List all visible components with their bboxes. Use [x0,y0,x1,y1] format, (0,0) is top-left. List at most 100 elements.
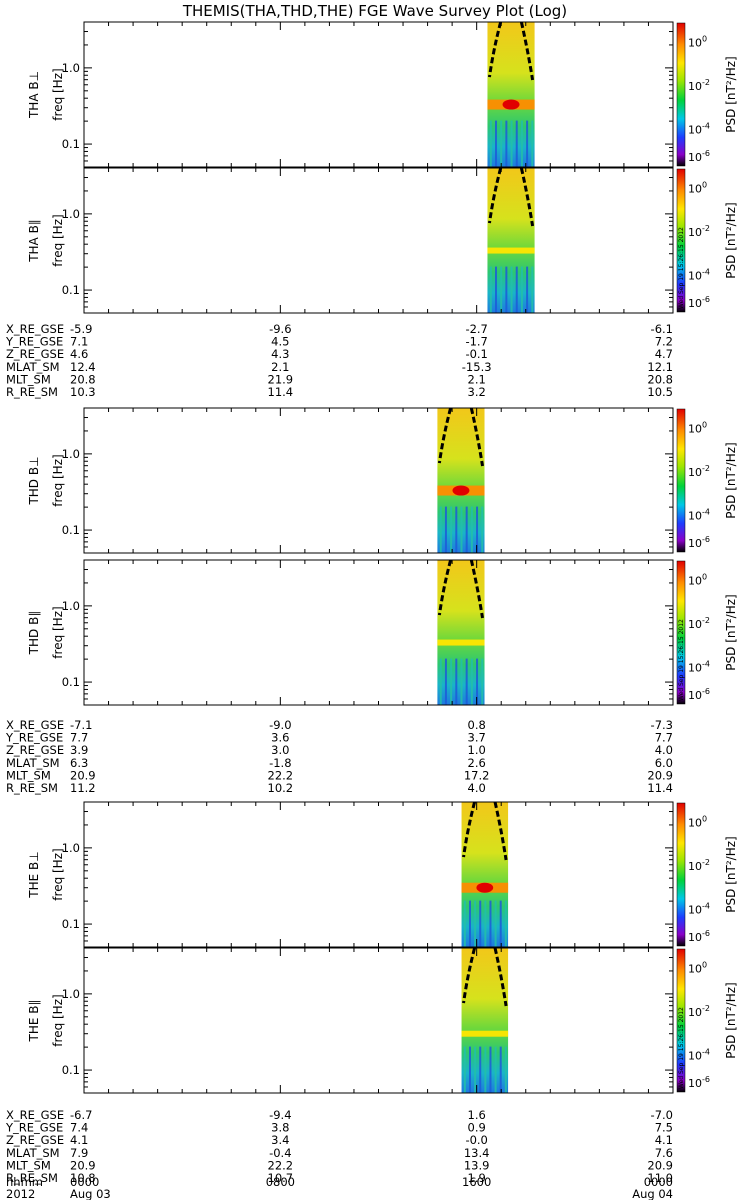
spectrogram-streak [479,1046,482,1093]
ephemeris-value: -0.1 [465,347,487,361]
colorbar-tick-exponent: 0 [702,960,707,969]
colorbar-tick-exponent: 0 [702,572,707,581]
colorbar-tick-exponent: -4 [702,659,710,668]
ephemeris-value: 22.2 [268,1158,294,1172]
colorbar-tick-base: 10 [688,80,702,93]
ephemeris-value: 4.7 [655,347,673,361]
spectrogram-streak [505,120,508,167]
colorbar-tick-label: 100 [688,180,707,195]
panel-frame [83,407,674,554]
ephemeris-value: 3.7 [468,731,486,745]
colorbar-label: PSD [nT²/Hz] [724,594,738,670]
colorbar-tick-label: 10-6 [688,687,710,702]
y-tick-label: 1.0 [62,987,80,1001]
ephemeris-value: -9.4 [269,1108,291,1122]
ephemeris-value: 17.2 [464,768,490,782]
wave-emission-peak [452,485,470,496]
colorbar-tick-exponent: -4 [702,121,710,130]
panel-frame [83,947,674,1094]
colorbar-tick-exponent: -6 [702,929,710,938]
colorbar-tick-exponent: -4 [702,1047,710,1056]
colorbar-tick-label: 10-4 [688,659,710,674]
spectrogram-streak [455,506,458,553]
ephemeris-row-label: R_RE_SM [6,385,58,399]
ephemeris-row-label: R_RE_SM [6,781,58,795]
ephemeris-value: 2.1 [468,372,486,386]
ephemeris-row-label: MLAT_SM [6,756,60,770]
colorbar-tick-label: 100 [688,420,707,435]
ephemeris-value: 12.1 [647,360,673,374]
ephemeris-row-label: Y_RE_GSE [5,335,63,349]
panel-frame [83,559,674,706]
ephemeris-value: 20.8 [647,372,673,386]
colorbar-tick-exponent: -6 [702,687,710,696]
colorbar-tick-label: 10-4 [688,1047,710,1062]
ephemeris-table-the: X_RE_GSE -6.7 -9.4 1.6 -7.0 Y_RE_GSE 7.4 3.8 0.9… [5,1108,673,1185]
ephemeris-value: 6.3 [70,756,88,770]
spectrogram-streak [505,266,508,313]
ephemeris-value: 3.4 [271,1133,289,1147]
ephemeris-value: 4.5 [271,335,289,349]
colorbar-tick-exponent: -2 [702,1004,710,1013]
spectrogram-streak [468,1046,471,1093]
ephemeris-value: 7.4 [70,1121,88,1135]
cyclotron-curve-right [519,167,535,227]
ephemeris-value: -5.9 [70,322,92,336]
spectrogram-streak [520,266,523,313]
ephemeris-value: 3.8 [271,1121,289,1135]
spectrogram-streak [470,506,473,553]
freq-axis-label: freq [Hz] [51,606,65,658]
spectrogram-streak [439,506,442,553]
y-tick-label: 0.1 [62,523,80,537]
spectrogram-streak [444,658,447,705]
colorbar-tick-label: 10-4 [688,267,710,282]
ephemeris-value: 7.1 [70,335,88,349]
ephemeris-value: 10.3 [70,385,96,399]
colorbar-tick-exponent: -2 [702,858,710,867]
spectrogram-streak [474,900,477,947]
cyclotron-curve-left [462,801,477,858]
colorbar-tick-label: 10-6 [688,535,710,550]
colorbar-tick-base: 10 [688,182,702,195]
wave-emission-line [487,247,535,254]
colorbar-tick-exponent: 0 [702,814,707,823]
ephemeris-value: 11.0 [647,1171,673,1185]
spectrogram-streak [515,120,518,167]
ephemeris-value: 7.9 [70,1146,88,1160]
colorbar-tick-exponent: -2 [702,78,710,87]
ephemeris-value: -1.7 [465,335,487,349]
ephemeris-value: 20.9 [647,768,673,782]
spectrogram-streak [510,266,513,313]
ephemeris-value: 6.0 [655,756,673,770]
colorbar-tick-exponent: 0 [702,180,707,189]
spectrogram-streak [494,900,497,947]
colorbar-tick-label: 10-2 [688,78,710,93]
cyclotron-curve-left [437,407,453,464]
colorbar-tick-base: 10 [688,151,702,164]
ephemeris-value: 13.4 [464,1146,490,1160]
spectrogram-streak [439,658,442,705]
colorbar-tick-label: 10-2 [688,616,710,631]
colorbar-tick-exponent: 0 [702,420,707,429]
ephemeris-value: -6.7 [70,1108,92,1122]
spectrogram-streak [526,266,529,313]
ephemeris-value: 20.8 [70,372,96,386]
ephemeris-value: 1.0 [468,743,486,757]
panel-frame [83,801,674,948]
ephemeris-value: 3.0 [271,743,289,757]
y-tick-label: 0.1 [62,137,80,151]
colorbar-label: PSD [nT²/Hz] [724,56,738,132]
colorbar-tick-base: 10 [688,1006,702,1019]
spectrogram-streak [504,1046,507,1093]
panel-frame [83,21,674,168]
ephemeris-value: 10.2 [268,781,294,795]
colorbar-tick-base: 10 [688,509,702,522]
colorbar-tick-exponent: -4 [702,507,710,516]
ephemeris-value: 3.2 [468,385,486,399]
colorbar-tick-base: 10 [688,1049,702,1062]
colorbar-tick-exponent: -6 [702,149,710,158]
spectrogram-streak [463,1046,466,1093]
timestamp-label: Wed Sep 19 15:26:15 2012 [678,227,685,309]
spectrogram-streak [484,1046,487,1093]
